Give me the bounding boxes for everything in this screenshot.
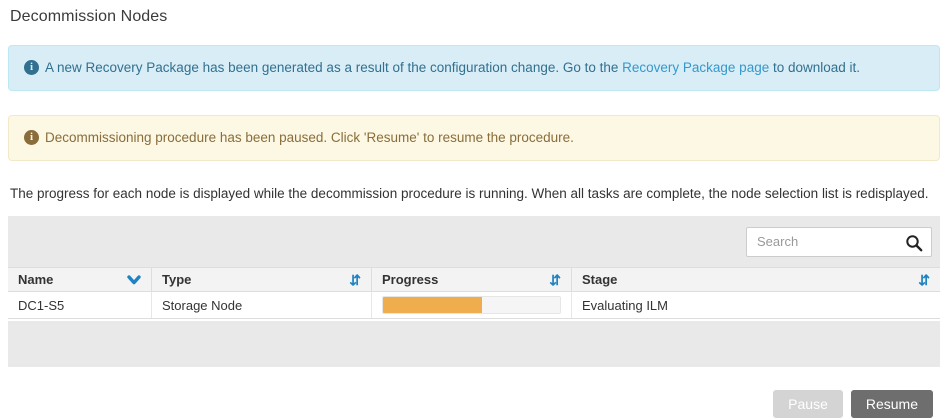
table-toolbar <box>8 216 940 267</box>
column-header-type[interactable]: Type ⇵ <box>152 268 372 291</box>
node-type-cell: Storage Node <box>152 292 372 318</box>
search-input[interactable] <box>747 227 931 256</box>
pause-button[interactable]: Pause <box>773 390 843 418</box>
warning-banner-text: Decommissioning procedure has been pause… <box>45 130 574 145</box>
info-icon: i <box>24 60 39 75</box>
column-header-progress[interactable]: Progress ⇵ <box>372 268 572 291</box>
search-box <box>746 226 932 257</box>
nodes-grid: Name Type ⇵ Progress ⇵ Stage ⇵ <box>8 267 940 319</box>
table-footer-band <box>8 321 940 367</box>
procedure-paused-warning-banner: i Decommissioning procedure has been pau… <box>8 115 940 161</box>
resume-button[interactable]: Resume <box>850 390 933 418</box>
table-row-dc1-s5: DC1-S5 Storage Node Evaluating ILM <box>8 292 940 319</box>
table-body: DC1-S5 Storage Node Evaluating ILM <box>8 292 940 319</box>
sort-both-icon: ⇵ <box>918 271 930 288</box>
node-progress-cell <box>372 292 572 318</box>
decommission-nodes-table: Name Type ⇵ Progress ⇵ Stage ⇵ <box>8 216 940 367</box>
column-header-stage[interactable]: Stage ⇵ <box>582 271 930 288</box>
node-stage-cell: Evaluating ILM <box>582 297 668 313</box>
progress-bar <box>382 296 561 314</box>
action-buttons: Pause Resume <box>8 390 940 418</box>
progress-bar-fill <box>383 297 483 313</box>
search-icon[interactable] <box>905 234 923 252</box>
progress-description-text: The progress for each node is displayed … <box>10 186 929 201</box>
info-banner-text: A new Recovery Package has been generate… <box>45 60 861 75</box>
warning-info-icon: i <box>24 130 39 145</box>
page-title: Decommission Nodes <box>10 8 168 25</box>
sort-both-icon: ⇵ <box>549 271 561 288</box>
recovery-package-info-banner: i A new Recovery Package has been genera… <box>8 45 940 91</box>
recovery-package-page-link[interactable]: Recovery Package page <box>622 60 770 75</box>
column-header-name[interactable]: Name <box>8 268 152 291</box>
sort-descending-icon <box>127 274 141 284</box>
node-name-cell: DC1-S5 <box>8 292 152 318</box>
table-header-row: Name Type ⇵ Progress ⇵ Stage ⇵ <box>8 267 940 292</box>
sort-both-icon: ⇵ <box>349 271 361 288</box>
